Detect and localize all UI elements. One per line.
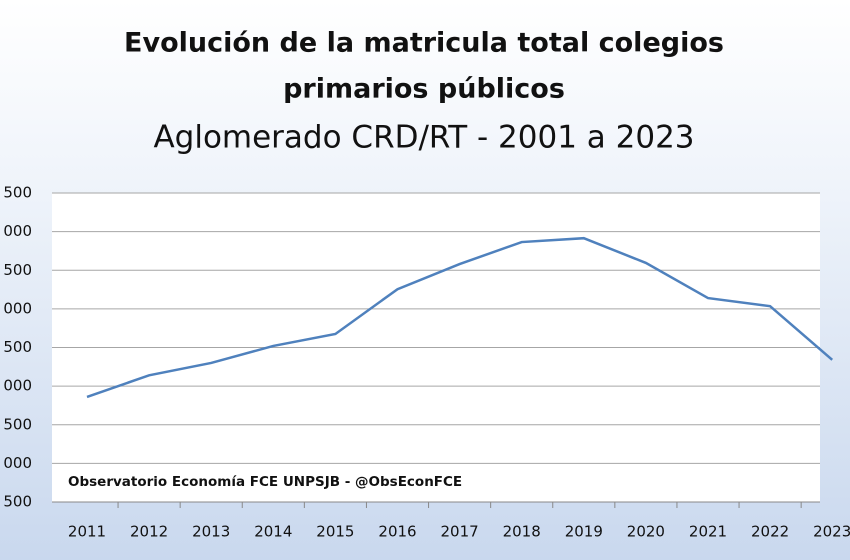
x-tick-label: 2014 xyxy=(254,523,292,541)
y-tick-label: 500 xyxy=(3,184,32,202)
annotation: Observatorio Economía FCE UNPSJB - @ObsE… xyxy=(68,474,462,490)
x-tick-label: 2019 xyxy=(565,523,603,541)
y-tick-label: 500 xyxy=(3,338,32,356)
y-tick-label: 000 xyxy=(3,454,32,472)
chart-title: Evolución de la matricula total colegios xyxy=(124,28,724,59)
chart-subtitle: Aglomerado CRD/RT - 2001 a 2023 xyxy=(153,120,694,156)
x-tick-label: 2015 xyxy=(316,523,354,541)
x-tick-label: 2016 xyxy=(378,523,416,541)
x-tick-label: 2017 xyxy=(441,523,479,541)
chart-title: primarios públicos xyxy=(283,74,565,105)
x-tick-label: 2012 xyxy=(130,523,168,541)
y-tick-label: 000 xyxy=(3,299,32,317)
data-line xyxy=(86,236,834,399)
x-tick-label: 2021 xyxy=(689,523,727,541)
y-tick-label: 500 xyxy=(3,415,32,433)
x-tick-label: 2018 xyxy=(503,523,541,541)
y-tick-label: 500 xyxy=(3,493,32,511)
x-tick-label: 2022 xyxy=(751,523,789,541)
y-tick-label: 500 xyxy=(3,261,32,279)
x-tick-label: 2020 xyxy=(627,523,665,541)
y-tick-label: 000 xyxy=(3,222,32,240)
x-tick-label: 2013 xyxy=(192,523,230,541)
x-tick-label: 2023 xyxy=(813,523,850,541)
y-tick-label: 000 xyxy=(3,377,32,395)
x-tick-label: 2011 xyxy=(68,523,106,541)
